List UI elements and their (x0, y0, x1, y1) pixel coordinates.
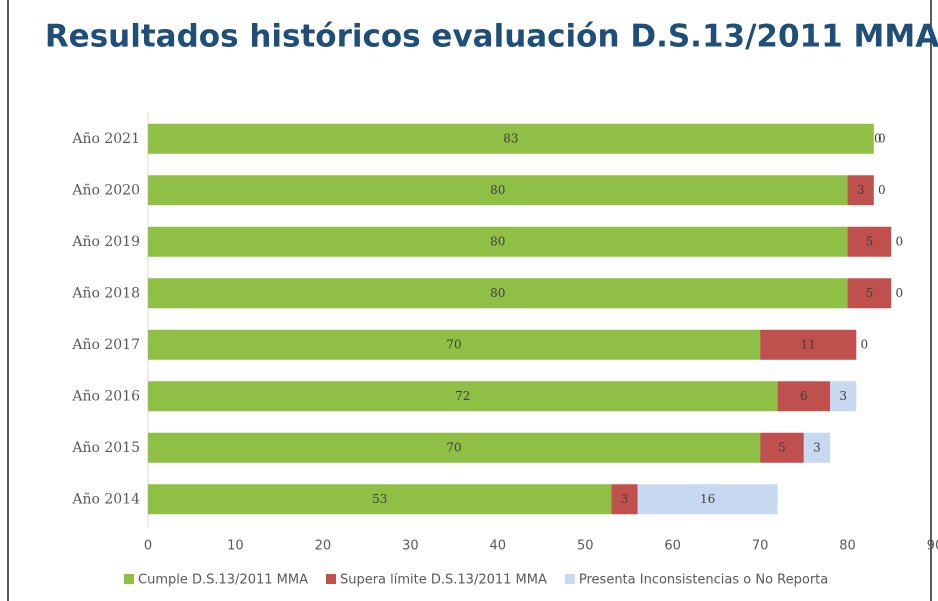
legend-label: Supera límite D.S.13/2011 MMA (340, 573, 547, 588)
category-label: Año 2019 (71, 234, 140, 250)
bar-segment (803, 432, 831, 463)
value-label: 0 (874, 131, 882, 145)
value-label: 6 (800, 389, 808, 403)
value-label: 80 (490, 286, 505, 300)
bar-segment (148, 123, 874, 154)
category-label: Año 2017 (71, 337, 140, 353)
value-label: 0 (895, 234, 903, 248)
x-tick-label: 70 (752, 539, 769, 554)
x-tick-label: 50 (577, 539, 594, 554)
bar-segment (148, 175, 848, 206)
value-label: 3 (857, 183, 865, 197)
legend-swatch (124, 574, 134, 584)
x-tick-label: 80 (839, 539, 856, 554)
bar-segment (847, 278, 892, 309)
x-tick-label: 10 (227, 539, 244, 554)
bar-segment (847, 175, 874, 206)
legend-swatch (325, 574, 336, 584)
value-label: 5 (778, 440, 786, 454)
value-label: 3 (839, 389, 847, 403)
x-tick-label: 40 (490, 539, 507, 554)
value-label: 72 (455, 389, 470, 403)
category-label: Año 2018 (71, 285, 140, 301)
bar-segment (148, 381, 778, 412)
x-tick-label: 30 (402, 539, 419, 554)
x-tick-label: 60 (664, 539, 681, 554)
value-label: 80 (490, 234, 505, 248)
value-label: 5 (866, 234, 874, 248)
value-label: 0 (878, 131, 886, 145)
value-label: 53 (372, 492, 387, 506)
value-label: 3 (813, 440, 821, 454)
bar-segment (148, 432, 761, 463)
value-label: 80 (490, 183, 505, 197)
category-label: Año 2015 (71, 440, 140, 456)
x-tick-label: 90 (927, 539, 938, 554)
frame (7, 0, 932, 601)
value-label: 70 (446, 337, 461, 351)
value-label: 11 (801, 337, 816, 351)
category-label: Año 2016 (71, 388, 140, 404)
value-label: 16 (700, 492, 715, 506)
bar-segment (148, 329, 761, 360)
value-label: 3 (621, 492, 629, 506)
value-label: 0 (878, 183, 886, 197)
x-tick-label: 20 (315, 539, 332, 554)
bar-segment (760, 432, 804, 463)
legend-swatch (564, 574, 575, 584)
bar-segment (760, 329, 857, 360)
category-label: Año 2020 (71, 182, 140, 198)
chart-title: Resultados históricos evaluación D.S.13/… (45, 19, 938, 55)
value-label: 83 (503, 131, 518, 145)
bar-segment (847, 226, 892, 257)
value-label: 0 (895, 286, 903, 300)
bar-segment (777, 381, 831, 412)
bar-segment (637, 484, 778, 515)
bar-segment (611, 484, 638, 515)
value-label: 0 (860, 337, 868, 351)
bar-segment (148, 278, 848, 309)
x-tick-label: 0 (144, 539, 152, 554)
value-label: 70 (446, 440, 461, 454)
value-label: 5 (866, 286, 874, 300)
bar-segment (148, 226, 848, 257)
legend-label: Cumple D.S.13/2011 MMA (138, 573, 308, 588)
category-label: Año 2014 (71, 491, 140, 507)
bar-segment (148, 484, 612, 515)
legend-label: Presenta Inconsistencias o No Reporta (579, 573, 828, 588)
bar-segment (830, 381, 857, 412)
category-label: Año 2021 (71, 131, 140, 147)
